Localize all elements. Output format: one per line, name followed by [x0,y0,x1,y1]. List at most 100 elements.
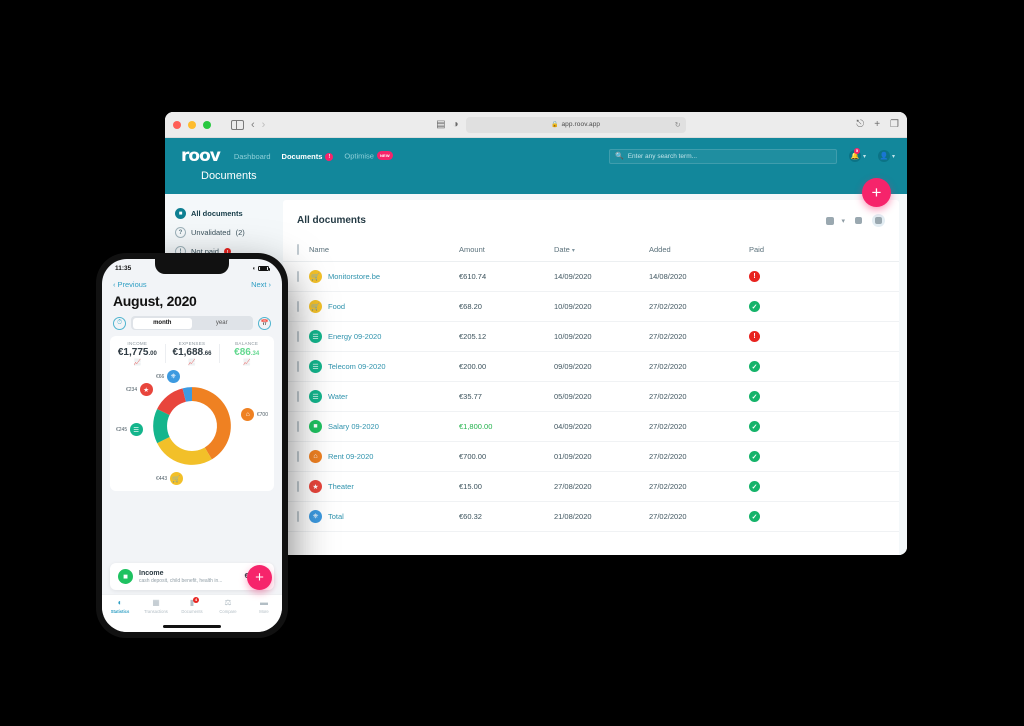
donut-segment-house[interactable] [192,387,231,460]
period-segmented-control[interactable]: month year [131,316,253,330]
row-checkbox[interactable] [297,451,299,462]
row-checkbox[interactable] [297,481,299,492]
tab-compare[interactable]: ⚖ Compare [210,599,246,615]
nav-item-optimise[interactable]: Optimise NEW [344,151,393,161]
phone-add-fab[interactable]: + [247,565,272,590]
column-header-amount[interactable]: Amount [459,239,554,262]
document-name[interactable]: Energy 09-2020 [328,332,382,341]
row-checkbox[interactable] [297,421,299,432]
document-amount: €1,800.00 [459,422,493,431]
browser-chrome: ‹ › ▤ ◑ 🔒 app.roov.app ↻ ⎋ + ❐ [165,112,907,138]
question-icon: ? [175,227,186,238]
segment-month[interactable]: month [132,317,192,329]
share-icon[interactable]: ⎋ [856,118,865,130]
address-bar[interactable]: 🔒 app.roov.app ↻ [465,116,686,133]
tab-label-documents: Documents [181,609,203,614]
row-checkbox[interactable] [297,331,299,342]
donut-segment-bills[interactable] [153,408,170,444]
document-name[interactable]: Rent 09-2020 [328,452,374,461]
grid-view-icon [855,217,862,224]
notifications-button[interactable]: 🔔 5 ▾ [848,148,866,162]
account-menu[interactable]: 👤 ▾ [877,150,895,162]
window-minimize-button[interactable] [188,120,196,129]
table-row[interactable]: ☰ Telecom 09-2020 €200.00 09/09/2020 27/0… [283,351,899,382]
filter-icon[interactable] [826,216,835,225]
table-row[interactable]: ☰ Energy 09-2020 €205.12 10/09/2020 27/02… [283,321,899,352]
donut-value-house: €700 [256,411,268,418]
stat-income[interactable]: INCOME €1,775.00 📈 [110,341,165,366]
document-name[interactable]: Monitorstore.be [328,272,381,281]
search-input[interactable] [627,152,831,160]
column-header-paid[interactable]: Paid [749,239,899,262]
roov-logo[interactable]: roov [181,146,221,166]
income-summary-card[interactable]: ■ Income cash deposit, child benefit, he… [110,563,274,590]
reload-icon[interactable]: ↻ [674,121,681,129]
table-row[interactable]: 🛒 Monitorstore.be €610.74 14/09/2020 14/0… [283,261,899,292]
table-row[interactable]: ☰ Water €35.77 05/09/2020 27/02/2020 ✓ [283,381,899,412]
grid-view-button[interactable] [852,214,865,227]
history-icon[interactable]: ⏱ [113,316,126,330]
search-box[interactable]: 🔍 [608,148,837,164]
row-checkbox[interactable] [297,391,299,402]
status-badge-paid: ✓ [749,481,760,492]
column-header-added[interactable]: Added [649,239,749,262]
tab-statistics[interactable]: ◐ Statistics [102,599,138,615]
row-checkbox[interactable] [297,511,299,522]
sidebar-item-unvalidated[interactable]: ? Unvalidated (2) [175,227,283,238]
document-name[interactable]: Total [328,512,344,521]
document-date: 14/09/2020 [554,261,649,292]
calendar-icon[interactable]: 📅 [258,316,271,330]
document-name[interactable]: Salary 09-2020 [328,422,379,431]
table-row[interactable]: ■ Salary 09-2020 €1,800.00 04/09/2020 27/… [283,411,899,442]
nav-item-dashboard[interactable]: Dashboard [234,152,271,161]
select-all-header[interactable] [283,239,309,262]
donut-segment-leisure[interactable] [157,388,186,416]
document-name[interactable]: Food [328,302,346,311]
new-tab-icon[interactable]: + [874,118,881,130]
row-checkbox[interactable] [297,271,299,282]
stat-expenses[interactable]: EXPENSES €1,688.66 📈 [164,341,220,366]
expenses-donut-chart[interactable]: €66 ⎈ €234 ★ €245 ☰ ⌂ €700 [116,366,268,486]
tab-more[interactable]: ▬ More [246,599,282,615]
sidebar-toggle-icon[interactable] [231,119,244,130]
table-row[interactable]: 🛒 Food €68.20 10/09/2020 27/02/2020 ✓ [283,291,899,322]
nav-item-documents[interactable]: Documents! [282,152,334,161]
add-document-fab[interactable]: + [862,178,891,207]
donut-segment-transport[interactable] [182,387,192,402]
document-name[interactable]: Theater [328,482,354,491]
table-row[interactable]: ⎈ Total €60.32 21/08/2020 27/02/2020 ✓ [283,501,899,532]
table-row[interactable]: ★ Theater €15.00 27/08/2020 27/02/2020 ✓ [283,471,899,502]
column-header-date[interactable]: Date ▾ [554,239,649,262]
document-name[interactable]: Water [328,392,348,401]
reader-icon[interactable]: ◑ [452,118,459,130]
document-added: 27/02/2020 [649,501,749,532]
column-header-name[interactable]: Name [309,239,459,262]
window-maximize-button[interactable] [203,120,211,129]
document-name[interactable]: Telecom 09-2020 [328,362,386,371]
extension-icon[interactable]: ▤ [436,118,446,130]
window-close-button[interactable] [173,120,181,129]
tab-transactions[interactable]: ▦ Transactions [138,599,174,615]
donut-segment-basics[interactable] [157,437,212,465]
back-button[interactable]: ‹ [251,118,255,131]
forward-button[interactable]: › [261,118,266,131]
trend-icon: 📈 [133,360,142,366]
previous-button[interactable]: ‹ Previous [113,280,147,289]
stat-balance[interactable]: BALANCE €86.34 📈 [219,341,274,366]
stat-cents-balance: .34 [250,351,260,357]
row-checkbox[interactable] [297,361,299,372]
nav-label-dashboard: Dashboard [233,151,271,161]
sidebar-item-all-documents[interactable]: ■ All documents [175,208,283,219]
segment-year[interactable]: year [215,320,228,326]
app-header: roov Dashboard Documents! Optimise NEW 🔍 [165,138,907,207]
chevron-down-icon[interactable]: ▾ [841,217,845,225]
bills-icon: ☰ [129,423,143,436]
tabs-icon[interactable]: ❐ [890,118,900,130]
row-checkbox[interactable] [297,301,299,312]
list-view-button[interactable] [872,214,885,227]
select-all-checkbox[interactable] [297,244,299,255]
tab-documents[interactable]: ▮ 4 Documents [174,597,210,614]
table-row[interactable]: ⌂ Rent 09-2020 €700.00 01/09/2020 27/02/2… [283,441,899,472]
next-button[interactable]: Next › [251,280,271,289]
nav-label-optimise: Optimise [344,151,374,161]
